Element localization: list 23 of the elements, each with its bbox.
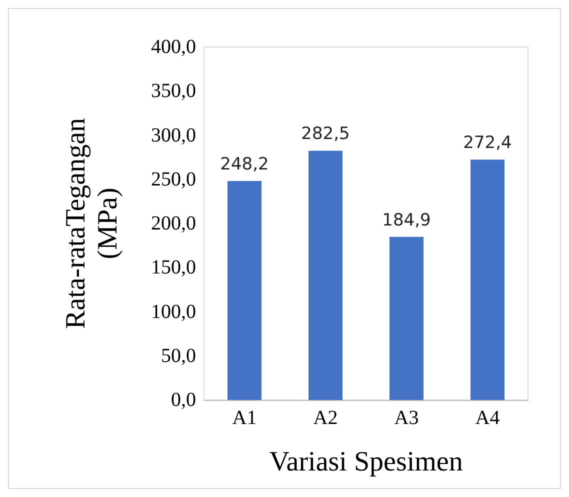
bar [308, 150, 343, 400]
y-tick-label: 50,0 [161, 344, 196, 367]
y-tick-label: 150,0 [151, 256, 196, 279]
x-tick-label: A1 [232, 407, 257, 429]
bar [227, 180, 262, 400]
bar [470, 160, 505, 400]
y-tick-label: 400,0 [151, 36, 196, 58]
y-axis-title: Rata-rataTegangan (MPa) [60, 118, 124, 330]
y-tick-label: 250,0 [151, 168, 196, 190]
x-tick-label: A2 [313, 407, 338, 429]
x-axis-title: Variasi Spesimen [269, 446, 463, 478]
bar [389, 236, 424, 400]
data-label: 184,9 [382, 210, 431, 230]
data-label: 248,2 [220, 154, 269, 174]
data-label: 282,5 [301, 124, 350, 144]
y-tick-label: 200,0 [151, 212, 196, 234]
y-tick-label: 100,0 [151, 300, 196, 323]
x-tick-label: A4 [475, 407, 500, 429]
y-tick-label: 0,0 [171, 389, 196, 411]
y-tick-label: 350,0 [151, 80, 196, 102]
x-tick-label: A3 [394, 407, 419, 429]
data-label: 272,4 [463, 133, 512, 154]
y-tick-label: 300,0 [151, 124, 196, 146]
